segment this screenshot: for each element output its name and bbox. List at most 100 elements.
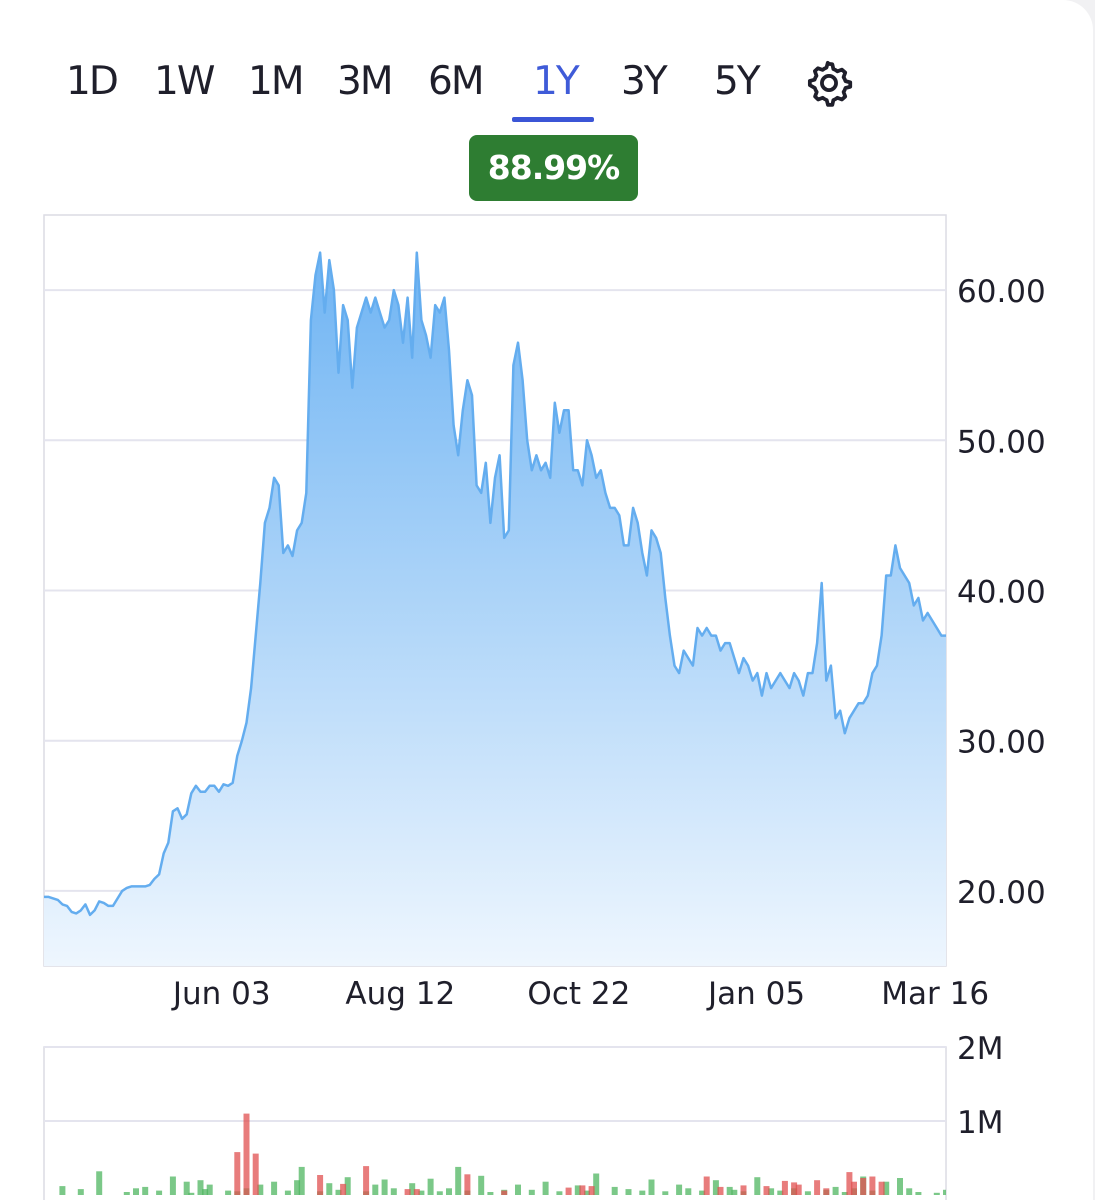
volume-bar: [413, 1189, 420, 1195]
price-area-fill: [44, 252, 946, 967]
volume-bar: [841, 1192, 848, 1195]
volume-bar: [878, 1181, 885, 1195]
volume-bar: [372, 1184, 379, 1195]
price-x-tick-label: Aug 12: [345, 976, 455, 1012]
volume-bar: [726, 1186, 733, 1195]
volume-bar: [814, 1180, 821, 1195]
volume-bar: [699, 1190, 706, 1195]
volume-bar: [133, 1188, 139, 1195]
volume-bar: [832, 1186, 839, 1195]
volume-bar: [340, 1183, 347, 1195]
volume-bar: [188, 1192, 195, 1195]
tab-1m[interactable]: 1M: [248, 59, 304, 104]
price-y-tick-label: 50.00: [957, 424, 1046, 460]
price-y-tick-label: 20.00: [957, 875, 1046, 911]
volume-bar: [298, 1166, 305, 1195]
volume-bar: [984, 1192, 990, 1195]
volume-bar: [528, 1189, 535, 1195]
volume-bar: [225, 1190, 232, 1195]
volume-bar: [206, 1184, 213, 1195]
volume-bar: [96, 1171, 103, 1195]
volume-bar: [611, 1186, 618, 1195]
volume-bar: [243, 1113, 250, 1195]
price-y-tick-label: 60.00: [957, 274, 1046, 310]
volume-bar: [584, 1190, 590, 1195]
volume-bar: [446, 1188, 452, 1195]
volume-bar: [648, 1179, 655, 1195]
volume-bar: [418, 1190, 425, 1195]
volume-bar: [77, 1189, 84, 1195]
volume-bars: [59, 1113, 990, 1195]
tab-6m[interactable]: 6M: [428, 59, 484, 104]
volume-bar: [234, 1152, 241, 1195]
volume-bar: [455, 1166, 462, 1195]
volume-bar: [252, 1153, 259, 1195]
volume-bar: [897, 1178, 903, 1195]
volume-bar: [579, 1185, 586, 1195]
gear-icon[interactable]: [804, 58, 854, 108]
price-y-tick-label: 30.00: [957, 725, 1046, 761]
volume-bar: [781, 1180, 788, 1195]
volume-bar: [542, 1181, 549, 1195]
volume-bar: [156, 1190, 163, 1195]
volume-bar: [883, 1181, 890, 1195]
tab-1w[interactable]: 1W: [154, 59, 215, 104]
volume-bar: [777, 1190, 784, 1195]
tab-1d[interactable]: 1D: [66, 59, 119, 104]
volume-bar: [804, 1191, 811, 1195]
volume-bar: [763, 1186, 770, 1195]
volume-y-tick-label: 2M: [957, 1031, 1003, 1067]
volume-bar: [662, 1191, 669, 1195]
volume-bar: [478, 1175, 485, 1195]
volume-bar: [326, 1183, 333, 1195]
volume-bar: [717, 1186, 724, 1195]
tab-5y[interactable]: 5Y: [714, 59, 761, 104]
volume-bar: [712, 1180, 719, 1195]
volume-bar: [851, 1181, 857, 1195]
change-badge: 88.99%: [469, 135, 638, 201]
volume-bar: [933, 1192, 940, 1195]
volume-bar: [703, 1176, 710, 1195]
volume-bar: [169, 1176, 176, 1195]
volume-bar: [202, 1189, 209, 1195]
volume-bar: [556, 1191, 563, 1195]
volume-bar: [436, 1191, 443, 1195]
volume-y-tick-label: 1M: [957, 1105, 1003, 1141]
volume-bar: [915, 1192, 922, 1195]
price-y-tick-label: 40.00: [957, 575, 1046, 611]
volume-bar: [404, 1189, 411, 1195]
volume-bar: [593, 1173, 600, 1195]
volume-bar: [740, 1185, 747, 1195]
volume-bar: [501, 1190, 508, 1195]
volume-plot-frame: [43, 1046, 947, 1200]
active-tab-underline: [512, 117, 594, 122]
volume-bar: [754, 1177, 761, 1195]
volume-bar: [588, 1186, 595, 1195]
volume-bar: [409, 1183, 416, 1195]
volume-bar: [574, 1185, 581, 1195]
volume-bar: [344, 1177, 351, 1195]
price-x-tick-label: Jan 05: [706, 976, 805, 1012]
volume-bar: [795, 1184, 802, 1195]
volume-bar: [860, 1178, 867, 1195]
volume-bar: [639, 1190, 646, 1195]
volume-bar: [823, 1188, 830, 1195]
volume-bar: [335, 1189, 342, 1195]
volume-bar: [515, 1184, 521, 1195]
range-tabs: 1D 1W 1M 3M 6M 1Y 3Y 5Y: [0, 0, 1095, 130]
tab-1y[interactable]: 1Y: [533, 59, 580, 104]
volume-bar: [123, 1192, 130, 1195]
volume-bar: [961, 1169, 967, 1195]
tab-3y[interactable]: 3Y: [621, 59, 668, 104]
volume-bar: [943, 1189, 946, 1195]
volume-bar: [363, 1166, 370, 1195]
volume-bar: [464, 1174, 471, 1195]
volume-bar: [906, 1188, 913, 1195]
volume-bar: [317, 1175, 324, 1195]
volume-bar: [142, 1186, 149, 1195]
volume-bar: [427, 1178, 434, 1195]
tab-3m[interactable]: 3M: [337, 59, 393, 104]
volume-bar: [869, 1176, 876, 1195]
volume-bar: [676, 1184, 683, 1195]
